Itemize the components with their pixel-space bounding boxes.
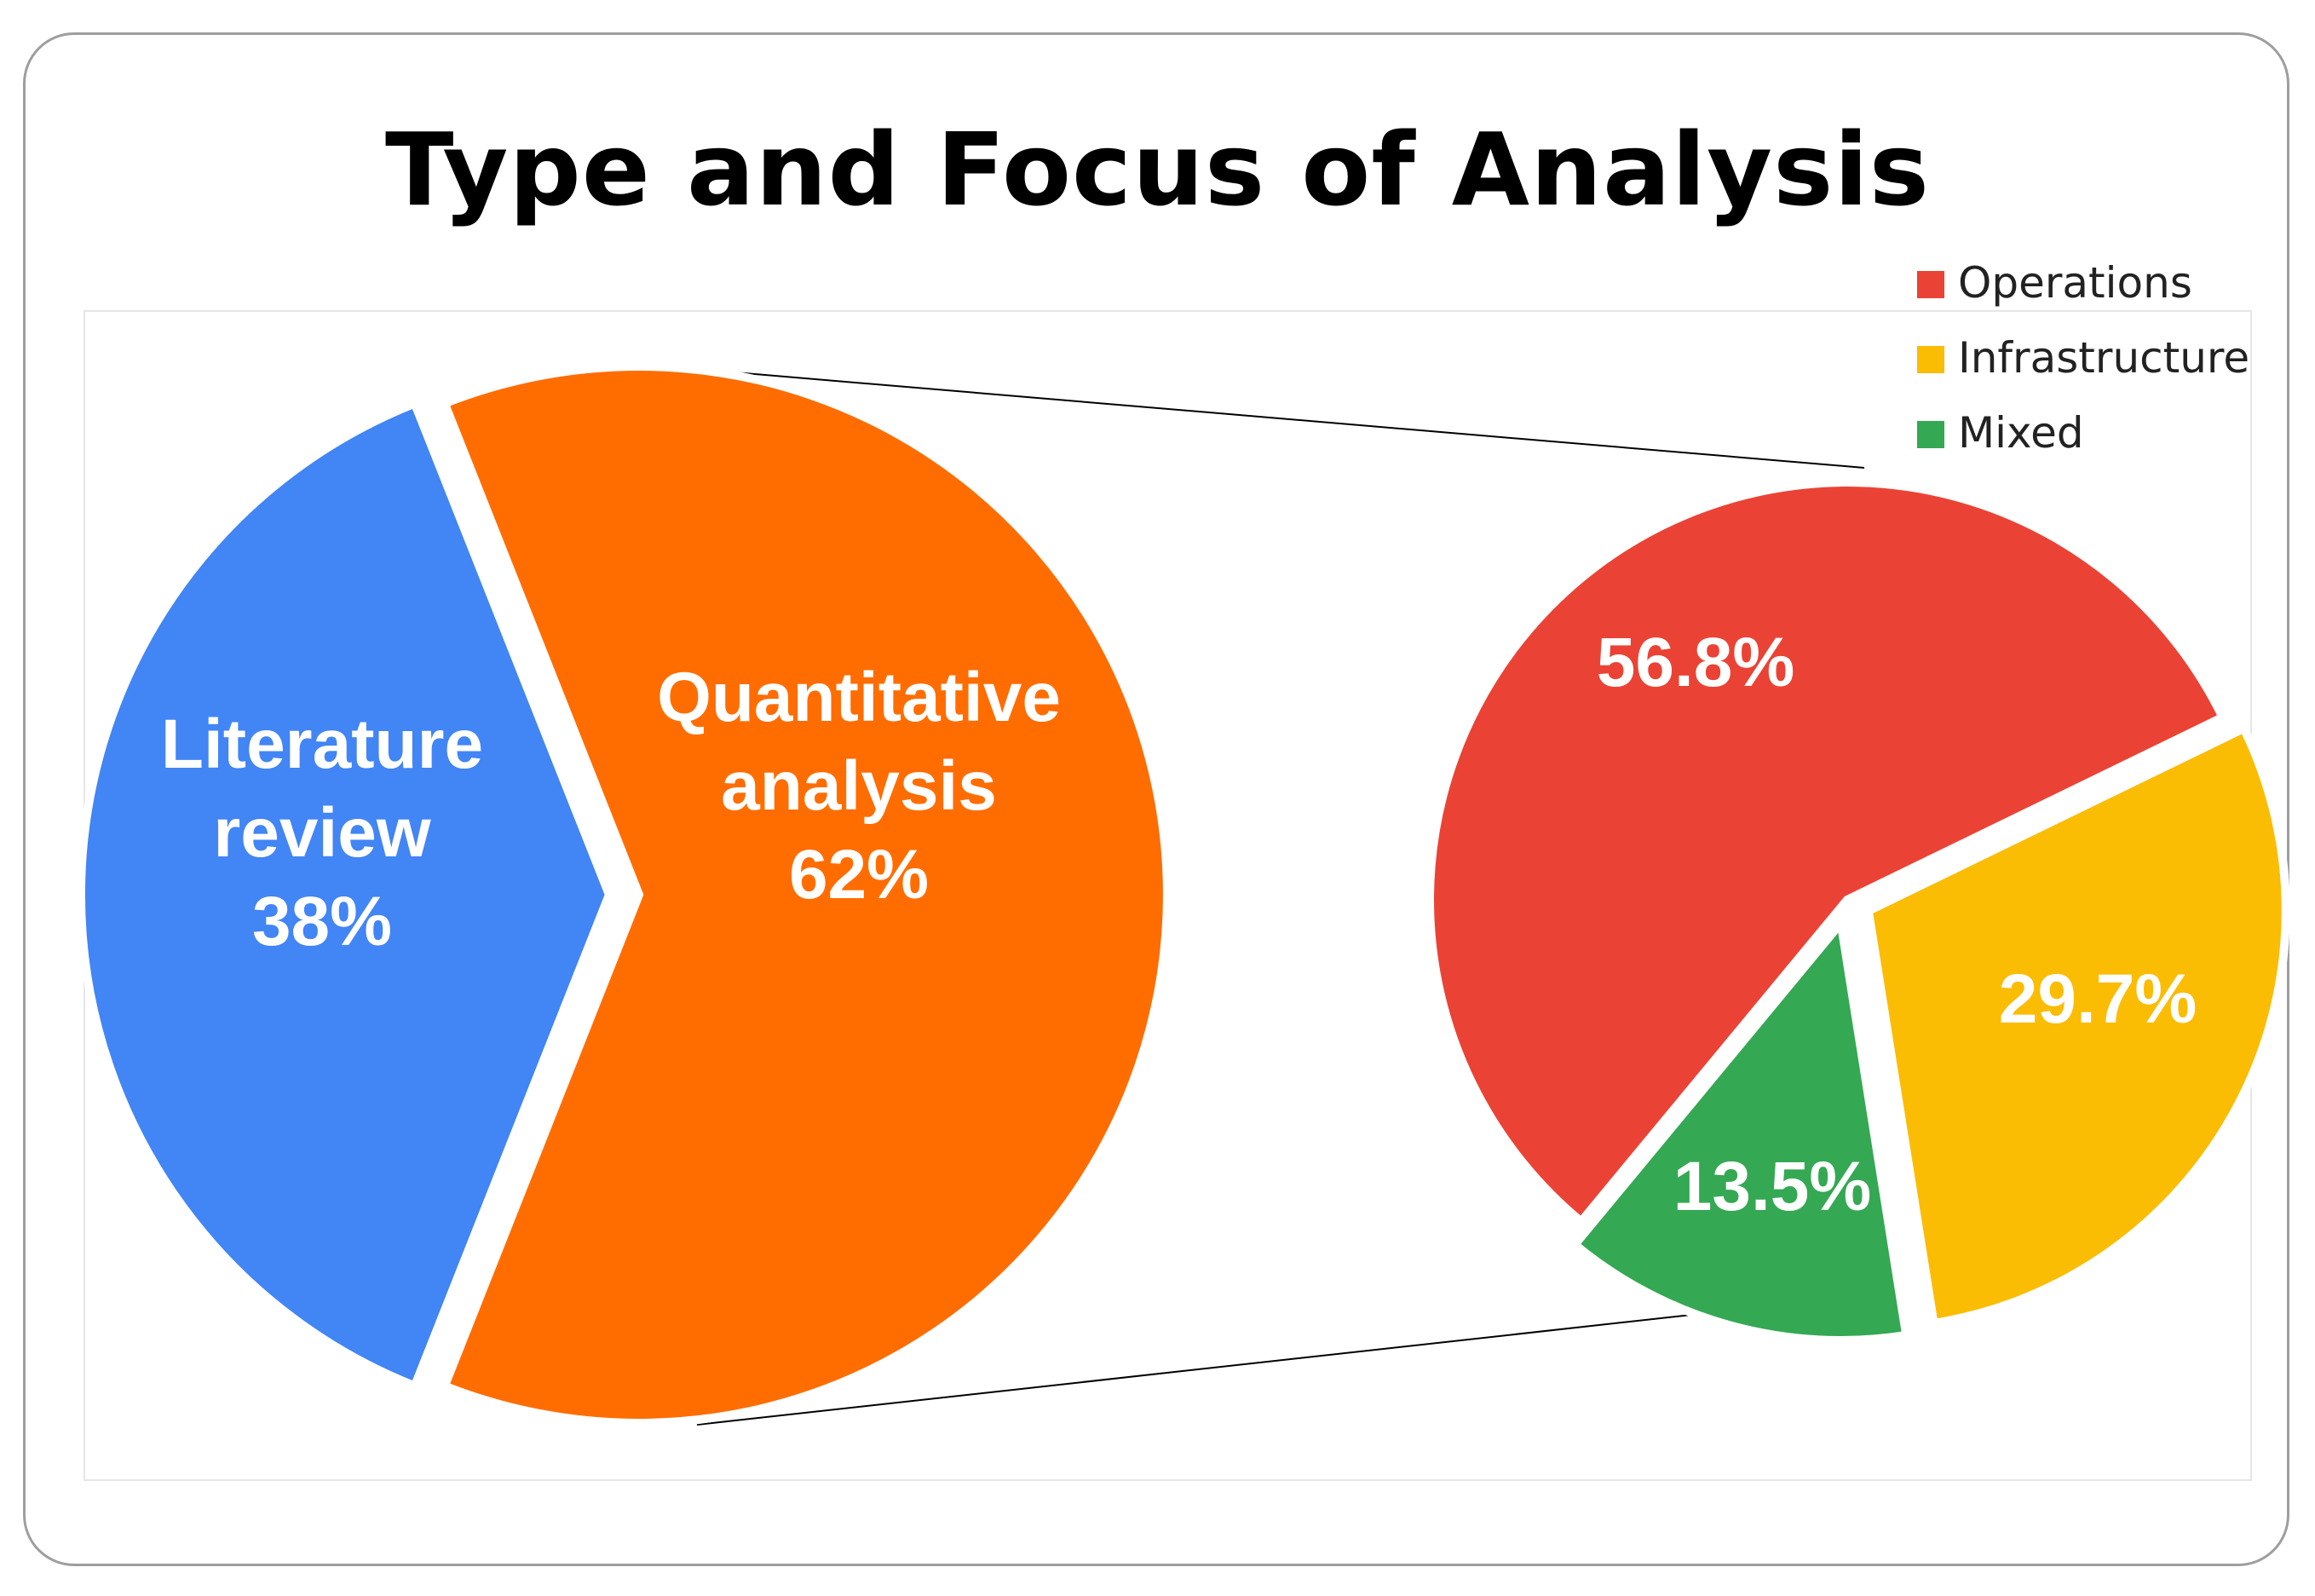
breakdown-slice-mixed [1569, 913, 1912, 1345]
legend-swatch-infrastructure [1917, 346, 1944, 373]
breakdown-slice-operations [1425, 478, 2229, 1228]
main-pie-labels: Quantitative analysis 62% Literature review 3… [161, 659, 1061, 960]
main-pie [76, 362, 1172, 1427]
slice-label-quantitative-analysis-line-3: 62% [789, 836, 929, 913]
breakdown-slice-infrastructure [1863, 723, 2290, 1328]
connector-line-top [683, 367, 1865, 469]
legend: Operations Infrastructure Mixed [1917, 258, 2249, 458]
breakdown-label-infrastructure: 29.7% [1999, 960, 2197, 1038]
breakdown-label-operations: 56.8% [1597, 624, 1795, 701]
breakdown-pie-labels: 56.8% 29.7% 13.5% [1597, 624, 2197, 1225]
chart-title: Type and Focus of Analysis [384, 111, 1931, 228]
slice-label-quantitative-analysis-line-2: analysis [721, 747, 997, 825]
slice-label-literature-review-line-3: 38% [252, 883, 392, 960]
legend-label-mixed: Mixed [1958, 408, 2084, 458]
pie-slice-quantitative-analysis [439, 362, 1172, 1427]
slice-label-literature-review-line-1: Literature [161, 706, 483, 783]
legend-label-infrastructure: Infrastructure [1958, 333, 2249, 383]
slice-label-literature-review-line-2: review [213, 794, 431, 872]
slice-label-quantitative-analysis-line-1: Quantitative [657, 659, 1061, 736]
pie-slice-literature-review [76, 398, 614, 1391]
legend-swatch-operations [1917, 271, 1944, 298]
breakdown-pie [1425, 478, 2290, 1345]
legend-swatch-mixed [1917, 421, 1944, 448]
breakdown-label-mixed: 13.5% [1673, 1148, 1872, 1225]
legend-label-operations: Operations [1958, 258, 2192, 308]
